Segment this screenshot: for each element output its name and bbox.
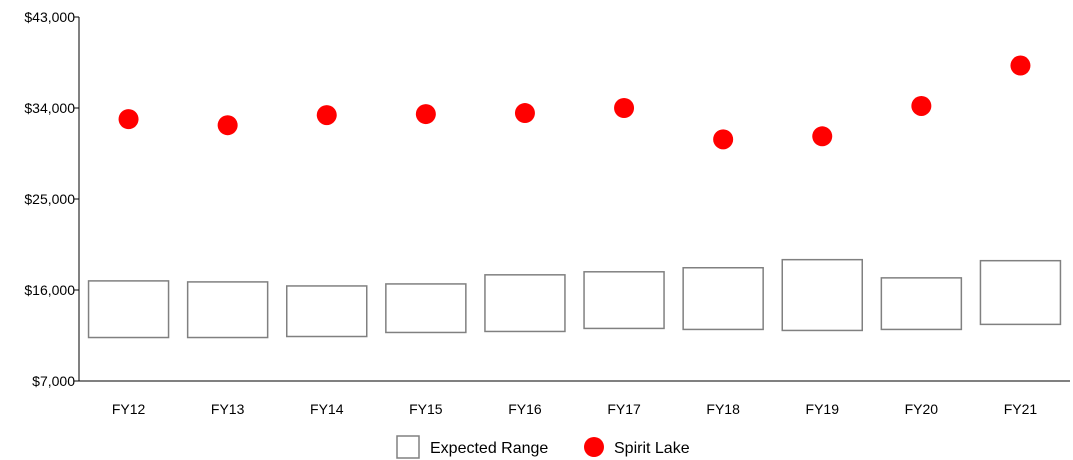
spirit-lake-dot [118,109,139,130]
y-tick-label: $7,000 [32,373,75,389]
x-tick-label: FY16 [508,401,542,417]
y-tick-label: $25,000 [24,191,75,207]
spirit-lake-dot [911,95,932,116]
expected-range-box [286,285,368,338]
spirit-lake-dot [614,98,635,118]
legend-swatch-spirit-lake [584,437,604,457]
expected-range-box [484,274,566,333]
legend-label-spirit-lake: Spirit Lake [614,440,690,457]
x-tick-label: FY14 [310,401,344,417]
axes: $7,000 $16,000 $25,000 $34,000 $43,000 [24,9,1070,389]
spirit-lake-series [118,55,1031,150]
y-tick-label: $43,000 [24,9,75,25]
x-tick-label: FY21 [1004,401,1038,417]
expected-range-box [385,283,467,334]
x-tick-label: FY15 [409,401,443,417]
legend-label-expected-range: Expected Range [430,440,548,457]
expected-range-box [186,281,269,339]
x-tick-label: FY18 [706,401,740,417]
expected-range-box [979,259,1062,326]
expected-range-box [682,267,764,331]
x-tick-label: FY17 [607,401,641,417]
x-tick-label: FY20 [905,401,939,417]
expected-range-box [87,280,170,339]
spirit-lake-dot [217,115,238,136]
expected-range-box [880,277,963,331]
x-tick-label: FY12 [112,401,146,417]
x-tick-label: FY13 [211,401,245,417]
legend: Expected Range Spirit Lake [396,435,690,459]
spirit-lake-dot [1010,55,1031,76]
x-axis-tick-labels: FY12 FY13 FY14 FY15 FY16 FY17 FY18 FY19 FY20 FY21 [112,401,1038,417]
spirit-lake-dot [415,104,436,125]
expected-range-box [781,258,863,332]
x-tick-label: FY19 [806,401,840,417]
legend-swatch-expected-range [396,435,420,459]
y-tick-label: $34,000 [24,100,75,116]
spirit-lake-dot [812,126,833,147]
y-tick-label: $16,000 [24,282,75,298]
spirit-lake-dot [316,105,337,126]
expected-range-box [583,271,665,330]
spirit-lake-dot [713,129,734,150]
spirit-lake-dot [514,103,535,124]
expected-range-series [87,258,1062,339]
